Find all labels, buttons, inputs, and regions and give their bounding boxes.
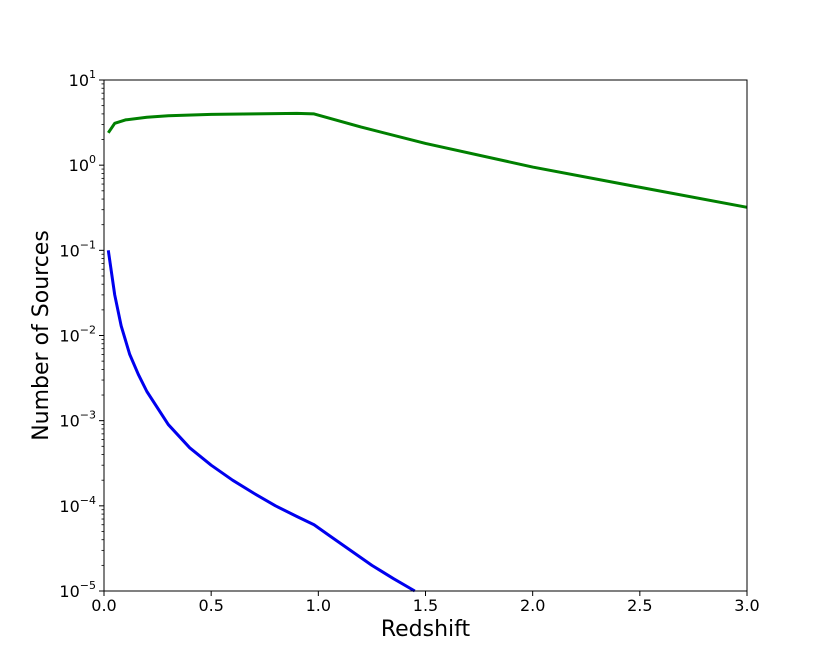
series-line-green <box>107 111 748 209</box>
y-tick-label: 100 <box>69 153 96 175</box>
x-tick-label: 2.5 <box>627 596 652 615</box>
y-axis-label: Number of Sources <box>29 230 54 441</box>
x-tick-label: 1.5 <box>413 596 438 615</box>
x-tick-label: 1.0 <box>306 596 331 615</box>
x-tick-label: 0.0 <box>91 596 116 615</box>
y-tick-label: 10−3 <box>59 409 96 431</box>
y-tick-label: 101 <box>69 68 96 90</box>
plot-area-background <box>104 80 747 591</box>
series-line-blue <box>106 250 416 593</box>
y-tick-label: 10−5 <box>59 579 96 601</box>
x-tick-label: 0.5 <box>198 596 223 615</box>
x-tick-label: 2.0 <box>520 596 545 615</box>
y-tick-label: 10−4 <box>59 494 96 516</box>
series-layer <box>106 111 748 593</box>
y-tick-label: 10−2 <box>59 324 96 346</box>
y-tick-label: 10−1 <box>59 238 96 260</box>
plot-frame <box>103 79 748 592</box>
x-axis-label: Redshift <box>381 617 471 642</box>
ticks-layer: 0.0 0.5 1.0 1.5 2.0 2.5 3.0 10−5 10−4 10−3 10−2 10−… <box>59 68 759 615</box>
x-tick-label: 3.0 <box>734 596 759 615</box>
